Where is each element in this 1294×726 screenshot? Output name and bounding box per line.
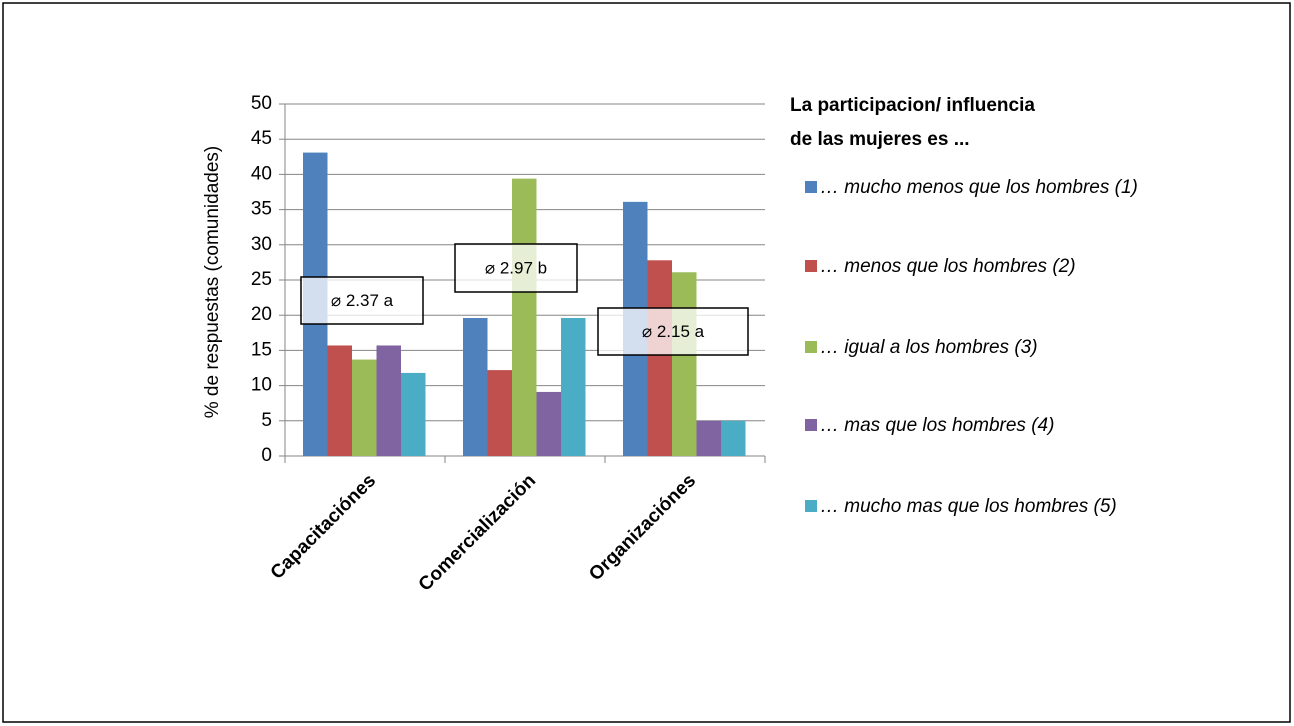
- y-tick-label: 25: [251, 269, 272, 290]
- legend-swatch: [805, 341, 817, 353]
- y-tick-label: 30: [251, 234, 272, 255]
- bar: [487, 370, 512, 456]
- y-tick-label: 50: [251, 93, 272, 114]
- legend-swatch: [805, 419, 817, 431]
- bar: [401, 372, 426, 456]
- bar: [647, 260, 672, 456]
- annotation: ⌀ 2.97 b: [485, 258, 547, 277]
- legend-item: … mucho menos que los hombres (1): [820, 177, 1138, 198]
- bar: [721, 420, 746, 456]
- y-tick-label: 0: [261, 445, 272, 466]
- y-axis-label: % de respuestas (comunidades): [202, 146, 223, 418]
- annotation-box: [454, 243, 578, 293]
- annotation: ⌀ 2.15 a: [642, 322, 705, 341]
- legend-label: … mas que los hombres (4): [820, 415, 1055, 436]
- annotation-box: [300, 276, 424, 325]
- y-tick-label: 40: [251, 163, 272, 184]
- bar: [536, 391, 561, 456]
- bar: [352, 359, 377, 456]
- annotation-box: [597, 307, 749, 356]
- bar: [376, 345, 401, 456]
- legend-title: La participacion/ influencia: [790, 95, 1035, 116]
- legend-swatch: [805, 500, 817, 512]
- legend-label: … mucho mas que los hombres (5): [820, 496, 1117, 517]
- legend-label: … mucho menos que los hombres (1): [820, 177, 1138, 198]
- y-tick-label: 15: [251, 339, 272, 360]
- bar: [512, 178, 537, 456]
- legend-label: … igual a los hombres (3): [820, 337, 1038, 358]
- bar: [463, 318, 488, 456]
- legend-swatch: [805, 260, 817, 272]
- legend-title: de las mujeres es ...: [790, 129, 970, 150]
- legend-swatch: [805, 181, 817, 193]
- bar: [672, 272, 697, 456]
- y-tick-label: 35: [251, 199, 272, 220]
- legend-item: … menos que los hombres (2): [820, 256, 1076, 277]
- y-tick-label: 20: [251, 304, 272, 325]
- y-tick-label: 45: [251, 128, 272, 149]
- legend-label: … menos que los hombres (2): [820, 256, 1076, 277]
- y-tick-label: 10: [251, 375, 272, 396]
- bar: [561, 318, 586, 456]
- legend-item: … mas que los hombres (4): [820, 415, 1055, 436]
- bar: [327, 345, 352, 456]
- annotation: ⌀ 2.37 a: [331, 291, 394, 310]
- legend-item: … mucho mas que los hombres (5): [820, 496, 1117, 517]
- bar: [696, 420, 721, 456]
- y-tick-label: 5: [261, 410, 272, 431]
- legend-item: … igual a los hombres (3): [820, 337, 1038, 358]
